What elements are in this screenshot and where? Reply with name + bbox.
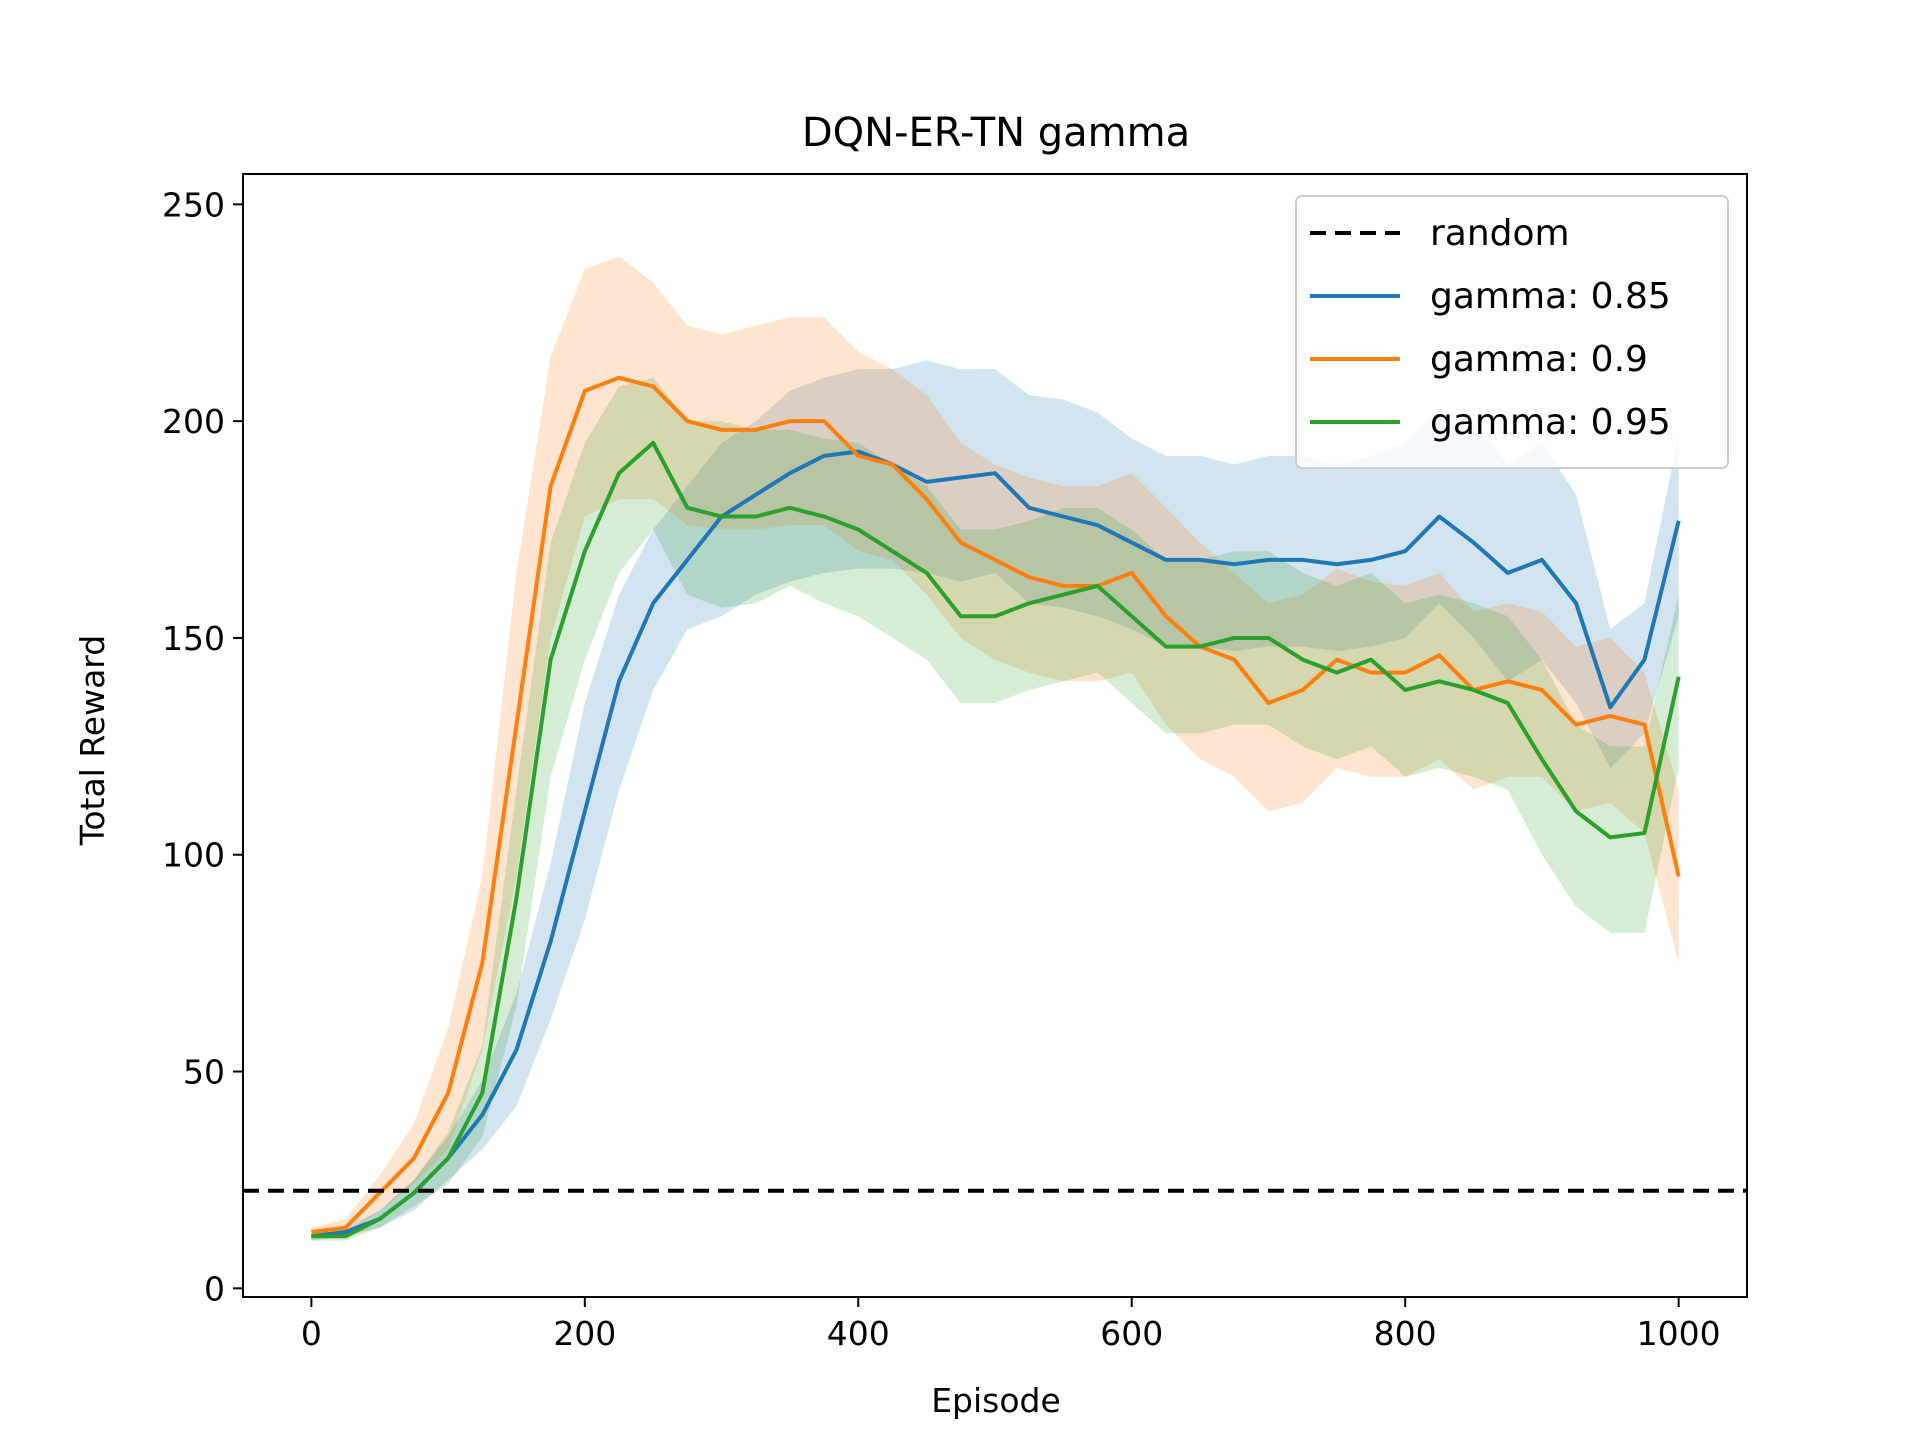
y-axis-label: Total Reward (73, 635, 112, 846)
y-tick-label: 150 (162, 619, 225, 658)
line-series-2 (311, 440, 1681, 1239)
y-tick-label: 200 (162, 402, 225, 441)
line-series-1 (311, 375, 1681, 1234)
x-axis: 0 200 400 600 800 1000 (301, 1297, 1721, 1353)
series-lines (311, 375, 1681, 1239)
confidence-bands (311, 256, 1679, 1241)
x-tick-label: 400 (827, 1314, 890, 1353)
legend-label: gamma: 0.95 (1430, 402, 1671, 443)
x-tick-label: 0 (301, 1314, 322, 1353)
band-series-2 (311, 377, 1679, 1241)
line-series-0 (311, 449, 1681, 1239)
legend-label: random (1430, 213, 1570, 254)
plot-frame (242, 173, 1748, 1298)
legend-box (1295, 195, 1729, 469)
y-tick-label: 50 (183, 1053, 225, 1092)
x-tick-label: 800 (1374, 1314, 1437, 1353)
y-tick-label: 0 (204, 1269, 225, 1308)
x-tick-label: 1000 (1637, 1314, 1721, 1353)
band-series-0 (311, 360, 1679, 1241)
x-axis-label: Episode (931, 1381, 1061, 1420)
x-tick-label: 600 (1100, 1314, 1163, 1353)
chart-title: DQN-ER-TN gamma (802, 110, 1190, 156)
legend-label: gamma: 0.85 (1430, 276, 1671, 317)
y-tick-label: 100 (162, 836, 225, 875)
legend-label: gamma: 0.9 (1430, 339, 1648, 380)
y-tick-label: 250 (162, 185, 225, 224)
band-series-1 (311, 256, 1679, 1237)
y-axis: 0 50 100 150 200 250 (162, 185, 243, 1308)
legend: random gamma: 0.85 gamma: 0.9 gamma: 0.95 (1295, 195, 1729, 469)
x-tick-label: 200 (553, 1314, 616, 1353)
